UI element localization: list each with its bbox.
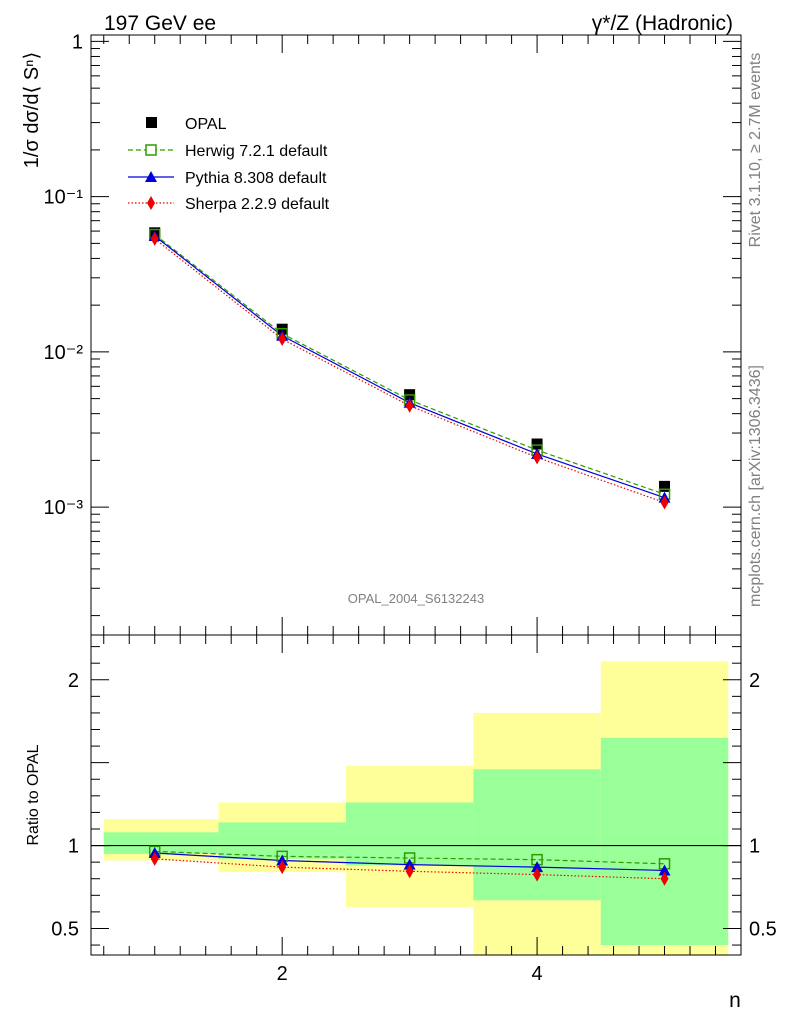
- main-y-tick-label: 1: [72, 31, 83, 53]
- main-panel: 1 10⁻¹ 10⁻² 10⁻³: [44, 31, 742, 636]
- legend-label-sherpa: Sherpa 2.2.9 default: [185, 196, 330, 213]
- ratio-uncertainty-bands: [91, 661, 741, 955]
- ratio-band-inner: [103, 832, 219, 854]
- ratio-y-axis-title: Ratio to OPAL: [25, 744, 42, 845]
- main-point-sherpa: [533, 450, 542, 465]
- rivet-version-label: Rivet 3.1.10, ≥ 2.7M events: [747, 53, 764, 248]
- ratio-series-line-herwig: [154, 850, 665, 865]
- main-y-tick-labels: 1 10⁻¹ 10⁻² 10⁻³: [44, 31, 84, 519]
- ratio-point-sherpa: [660, 871, 669, 886]
- analysis-id-label: OPAL_2004_S6132243: [348, 591, 484, 606]
- main-point-opal: [531, 438, 543, 450]
- main-point-sherpa: [660, 495, 669, 510]
- ratio-band-inner: [600, 737, 729, 946]
- ratio-tick-labels: 0.5 0.5 1 1 2 2 2 4: [51, 670, 777, 985]
- legend-marker-pythia: [145, 171, 157, 182]
- legend-marker-opal: [146, 117, 157, 128]
- ratio-axis-ticks: [91, 635, 741, 955]
- ratio-y-tick-label-left: 1: [68, 836, 79, 858]
- mcplots-reference-label: mcplots.cern.ch [arXiv:1306.3436]: [747, 365, 764, 607]
- main-axis-ticks: [91, 35, 741, 635]
- ratio-y-tick-label-right: 0.5: [749, 918, 777, 940]
- main-series-line-sherpa: [154, 238, 665, 504]
- ratio-band-inner: [345, 802, 474, 866]
- main-point-sherpa: [405, 398, 414, 413]
- main-y-axis-title: 1/σ dσ/d⟨ Sⁿ⟩: [21, 52, 43, 169]
- legend-entry-sherpa: Sherpa 2.2.9 default: [128, 196, 330, 213]
- main-series-line-herwig: [154, 234, 665, 495]
- legend-label-opal: OPAL: [185, 116, 227, 133]
- header-left-label: 197 GeV ee: [104, 12, 216, 35]
- ratio-point-pythia: [276, 854, 289, 866]
- ratio-point-sherpa: [150, 851, 159, 866]
- legend-marker-sherpa: [147, 196, 155, 210]
- ratio-y-tick-label-left: 0.5: [51, 918, 79, 940]
- legend: OPAL Herwig 7.2.1 default Pythia 8.308 d…: [128, 116, 330, 213]
- x-tick-label: 2: [277, 963, 288, 985]
- x-axis-title: n: [729, 989, 741, 1012]
- ratio-frame: [90, 634, 742, 956]
- main-y-tick-label: 10⁻²: [44, 342, 84, 364]
- ratio-y-tick-label-left: 2: [68, 670, 79, 692]
- main-series-line-pythia: [154, 235, 665, 499]
- ratio-point-sherpa: [533, 867, 542, 882]
- legend-entry-pythia: Pythia 8.308 default: [128, 170, 327, 187]
- ratio-point-sherpa: [278, 860, 287, 875]
- ratio-point-sherpa: [405, 864, 414, 879]
- ratio-series-layer: [148, 845, 671, 886]
- ratio-point-pythia: [658, 864, 671, 876]
- ratio-y-tick-label-right: 1: [749, 836, 760, 858]
- ratio-series-line-sherpa: [154, 858, 665, 880]
- ratio-point-pythia: [403, 858, 416, 870]
- ratio-point-pythia: [531, 861, 544, 873]
- main-point-opal: [659, 480, 671, 492]
- main-series-layer: [148, 227, 671, 510]
- main-point-sherpa: [278, 332, 287, 347]
- legend-label-pythia: Pythia 8.308 default: [185, 170, 327, 187]
- main-y-tick-label: 10⁻³: [44, 497, 84, 519]
- x-tick-label: 4: [532, 963, 543, 985]
- legend-label-herwig: Herwig 7.2.1 default: [185, 143, 328, 160]
- legend-entry-opal: OPAL: [146, 116, 227, 133]
- legend-marker-herwig: [145, 144, 157, 156]
- ratio-band-inner: [218, 822, 346, 859]
- ratio-y-tick-label-right: 2: [749, 670, 760, 692]
- legend-entry-herwig: Herwig 7.2.1 default: [128, 143, 328, 160]
- main-point-sherpa: [150, 231, 159, 246]
- header-right-label: γ*/Z (Hadronic): [592, 12, 733, 35]
- main-y-tick-label: 10⁻¹: [44, 187, 84, 209]
- ratio-panel: 0.5 0.5 1 1 2 2 2 4: [51, 634, 777, 985]
